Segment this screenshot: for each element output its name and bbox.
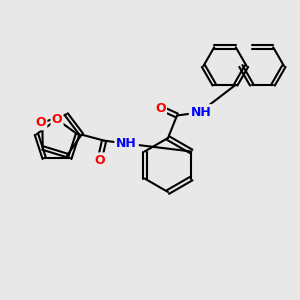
Text: NH: NH [190,106,212,119]
Text: NH: NH [116,137,137,150]
Text: O: O [35,116,46,129]
Text: O: O [155,101,166,115]
Text: O: O [94,154,105,166]
Text: O: O [52,113,62,126]
